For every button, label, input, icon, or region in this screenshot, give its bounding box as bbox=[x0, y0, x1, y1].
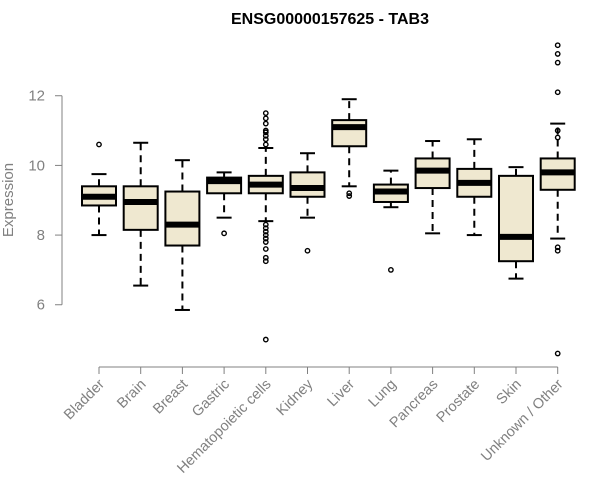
outlier-point bbox=[262, 221, 269, 228]
outlier-point bbox=[554, 59, 561, 66]
box-lung bbox=[372, 169, 409, 273]
box-liver bbox=[331, 98, 368, 199]
x-tick-label: Liver bbox=[324, 376, 358, 410]
box-brain bbox=[122, 141, 159, 287]
outlier-point bbox=[262, 232, 269, 238]
chart-title: ENSG00000157625 - TAB3 bbox=[231, 11, 429, 28]
outlier-point bbox=[262, 110, 269, 117]
outlier-point bbox=[262, 136, 269, 143]
box-breast bbox=[164, 159, 201, 311]
x-tick-label: Bladder bbox=[61, 376, 108, 423]
outlier-point bbox=[554, 350, 561, 357]
outlier-point bbox=[554, 134, 561, 141]
y-axis: 6 8 10 12 bbox=[28, 88, 63, 314]
outlier-point bbox=[262, 141, 269, 148]
y-tick-label: 12 bbox=[28, 88, 45, 105]
outlier-point bbox=[262, 254, 269, 261]
iqr-box bbox=[498, 174, 534, 263]
x-tick-label: Brain bbox=[114, 377, 149, 412]
outlier-point bbox=[346, 193, 353, 199]
outlier-point bbox=[387, 267, 394, 273]
box-bladder bbox=[81, 141, 117, 237]
outlier-point bbox=[262, 336, 269, 343]
y-tick-label: 8 bbox=[37, 227, 45, 244]
outlier-point bbox=[554, 42, 561, 49]
box-unknown-other bbox=[539, 42, 576, 357]
outlier-point bbox=[554, 89, 561, 96]
y-tick-label: 6 bbox=[37, 297, 45, 314]
outlier-point bbox=[262, 115, 269, 122]
outlier-point bbox=[262, 129, 269, 136]
x-tick-label: Skin bbox=[494, 377, 525, 408]
box-skin bbox=[498, 166, 534, 280]
y-axis-label: Expression bbox=[0, 163, 17, 237]
y-tick-label: 10 bbox=[28, 157, 45, 174]
iqr-box bbox=[331, 119, 368, 148]
outlier-point bbox=[554, 244, 561, 251]
outlier-point bbox=[554, 51, 561, 57]
box-gastric bbox=[206, 171, 243, 237]
x-tick-label: Kidney bbox=[274, 376, 317, 419]
outlier-point bbox=[262, 258, 269, 265]
x-tick-label: Prostate bbox=[434, 377, 483, 426]
box-pancreas bbox=[414, 140, 451, 235]
outlier-point bbox=[262, 235, 269, 242]
outlier-point bbox=[262, 225, 269, 232]
outlier-point bbox=[262, 228, 269, 235]
box-hematopoietic-cells bbox=[247, 110, 284, 343]
outlier-point bbox=[262, 239, 269, 245]
iqr-box bbox=[289, 171, 326, 198]
x-tick-label: Breast bbox=[150, 377, 191, 418]
outlier-point bbox=[96, 141, 102, 148]
iqr-box bbox=[164, 190, 201, 247]
outlier-point bbox=[262, 120, 269, 127]
box-kidney bbox=[289, 152, 326, 254]
iqr-box bbox=[122, 185, 159, 231]
outlier-point bbox=[221, 230, 228, 237]
outlier-point bbox=[346, 190, 353, 197]
box-prostate bbox=[456, 138, 493, 237]
outlier-point bbox=[554, 127, 561, 134]
outlier-point bbox=[554, 247, 561, 254]
outlier-point bbox=[262, 132, 269, 139]
x-tick-label: Lung bbox=[366, 377, 400, 411]
outlier-point bbox=[304, 247, 311, 254]
outlier-point bbox=[262, 246, 269, 252]
box-series bbox=[81, 42, 576, 357]
